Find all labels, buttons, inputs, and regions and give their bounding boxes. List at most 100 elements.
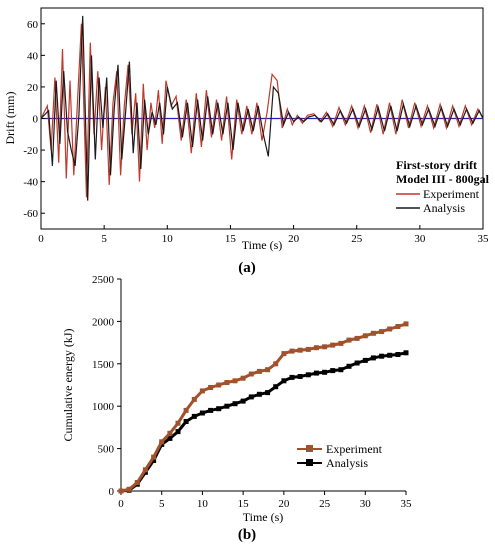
energy-legend-label-experiment: Experiment bbox=[326, 442, 383, 456]
energy-series-analysis-point bbox=[265, 390, 271, 396]
drift-chart: 0 5 10 15 20 25 30 35 60 40 20 0 -20 -40 -60 Time (s)… bbox=[3, 7, 490, 276]
energy-series-experiment-point bbox=[338, 340, 344, 346]
drift-x-tick-label: 15 bbox=[225, 233, 237, 245]
drift-x-tick-label: 20 bbox=[288, 233, 300, 245]
energy-legend-label-analysis: Analysis bbox=[326, 456, 368, 470]
energy-x-tick-label: 20 bbox=[278, 498, 290, 510]
energy-series-experiment-point bbox=[403, 321, 409, 327]
drift-chart-x-ticks: 0 5 10 15 20 25 30 35 bbox=[38, 225, 489, 245]
energy-series-experiment-point bbox=[313, 345, 319, 351]
drift-legend-label-analysis: Analysis bbox=[423, 201, 465, 215]
energy-chart-y-ticks: 0 500 1000 1500 2000 2500 bbox=[92, 274, 121, 498]
drift-x-tick-label: 0 bbox=[38, 233, 44, 245]
energy-legend-marker-experiment bbox=[306, 445, 313, 452]
drift-chart-annotation-line-1: First-story drift bbox=[396, 158, 477, 172]
energy-y-tick-label: 2500 bbox=[92, 274, 115, 286]
energy-series-analysis-point bbox=[232, 401, 238, 407]
drift-x-tick-label: 30 bbox=[414, 233, 426, 245]
drift-y-tick-label: 0 bbox=[33, 114, 39, 126]
energy-series-analysis-point bbox=[322, 369, 328, 375]
energy-series-experiment-point bbox=[346, 337, 352, 343]
energy-series-analysis-point bbox=[338, 367, 344, 373]
energy-series-experiment-point bbox=[208, 385, 214, 390]
energy-series-experiment-point bbox=[395, 324, 401, 329]
drift-y-tick-label: -60 bbox=[23, 208, 38, 220]
drift-x-tick-label: 10 bbox=[162, 233, 174, 245]
energy-series-analysis-point bbox=[370, 355, 376, 361]
energy-series-analysis-point bbox=[183, 419, 189, 424]
energy-series-analysis-point bbox=[346, 363, 352, 369]
energy-series-experiment-point bbox=[370, 330, 376, 336]
energy-series-experiment-point bbox=[354, 335, 360, 341]
panel-label-b: (b) bbox=[238, 527, 256, 543]
drift-chart-y-axis-label: Drift (mm) bbox=[3, 92, 17, 145]
panel-label-a: (a) bbox=[238, 260, 256, 276]
energy-x-tick-label: 10 bbox=[197, 498, 209, 510]
drift-series-experiment-line bbox=[40, 23, 484, 198]
energy-series-analysis-point bbox=[273, 384, 279, 390]
energy-series-analysis-point bbox=[395, 352, 401, 357]
drift-legend-label-experiment: Experiment bbox=[423, 187, 480, 201]
energy-series-analysis-point bbox=[281, 378, 287, 384]
energy-series-analysis-point bbox=[208, 407, 214, 413]
energy-series-experiment-point bbox=[240, 375, 246, 381]
energy-y-tick-label: 500 bbox=[98, 444, 115, 456]
energy-series-experiment-point bbox=[387, 326, 393, 332]
energy-x-tick-label: 25 bbox=[319, 498, 331, 510]
energy-y-tick-label: 1500 bbox=[92, 359, 115, 371]
energy-y-tick-label: 2000 bbox=[92, 316, 115, 328]
energy-x-tick-label: 30 bbox=[360, 498, 372, 510]
energy-series-experiment-point bbox=[248, 371, 254, 377]
energy-series-experiment-point bbox=[142, 467, 148, 473]
energy-series-analysis-point bbox=[289, 374, 295, 380]
drift-chart-x-axis-label: Time (s) bbox=[242, 238, 283, 252]
energy-series-experiment-point bbox=[232, 378, 238, 384]
energy-series-experiment-point bbox=[224, 380, 230, 385]
energy-series-experiment-point bbox=[151, 454, 157, 460]
energy-chart-series bbox=[118, 321, 409, 494]
energy-chart: 0 5 10 15 20 25 30 35 0 500 1000 1500 2000 2500 Time… bbox=[61, 274, 412, 543]
energy-x-tick-label: 15 bbox=[238, 498, 250, 510]
energy-series-analysis-point bbox=[387, 352, 393, 358]
energy-series-experiment-point bbox=[175, 420, 181, 426]
drift-chart-y-ticks: 60 40 20 0 -20 -40 -60 bbox=[23, 19, 45, 220]
energy-series-analysis-point bbox=[379, 353, 385, 359]
drift-y-tick-label: 20 bbox=[27, 82, 39, 94]
energy-series-experiment-point bbox=[159, 439, 165, 445]
energy-series-experiment-point bbox=[256, 368, 262, 374]
energy-y-tick-label: 0 bbox=[109, 486, 115, 498]
energy-series-analysis-point bbox=[248, 394, 254, 400]
drift-chart-legend: Experiment Analysis bbox=[396, 187, 480, 215]
drift-y-tick-label: 40 bbox=[27, 50, 39, 62]
energy-series-experiment-point bbox=[134, 480, 140, 485]
energy-series-analysis-point bbox=[191, 413, 197, 419]
energy-series-analysis-point bbox=[313, 370, 319, 376]
energy-series-analysis-point bbox=[175, 429, 181, 435]
energy-x-tick-label: 35 bbox=[401, 498, 413, 510]
drift-x-tick-label: 35 bbox=[478, 233, 490, 245]
drift-y-tick-label: -20 bbox=[23, 145, 38, 157]
drift-y-tick-label: -40 bbox=[23, 177, 38, 189]
energy-chart-y-axis-label: Cumulative energy (kJ) bbox=[61, 328, 75, 441]
energy-series-experiment-point bbox=[183, 407, 189, 413]
energy-series-analysis-point bbox=[224, 403, 230, 409]
energy-series-analysis-point bbox=[297, 374, 303, 379]
energy-series-experiment-point bbox=[362, 333, 368, 339]
drift-series-analysis-line bbox=[40, 15, 484, 201]
energy-series-analysis-point bbox=[199, 410, 205, 416]
energy-series-experiment-point bbox=[330, 342, 336, 348]
energy-y-tick-label: 1000 bbox=[92, 401, 115, 413]
energy-series-analysis-point bbox=[362, 357, 368, 363]
drift-x-tick-label: 5 bbox=[101, 233, 107, 245]
energy-series-analysis-point bbox=[216, 406, 222, 412]
energy-series-experiment-point bbox=[167, 430, 173, 436]
drift-chart-series bbox=[40, 15, 484, 201]
energy-x-tick-label: 5 bbox=[159, 498, 165, 510]
energy-series-analysis-point bbox=[256, 391, 262, 397]
energy-chart-x-axis-label: Time (s) bbox=[243, 510, 284, 524]
energy-series-experiment-point bbox=[281, 351, 287, 357]
drift-y-tick-label: 60 bbox=[27, 19, 39, 31]
energy-series-analysis-point bbox=[167, 435, 173, 441]
energy-series-experiment-point bbox=[216, 382, 222, 388]
